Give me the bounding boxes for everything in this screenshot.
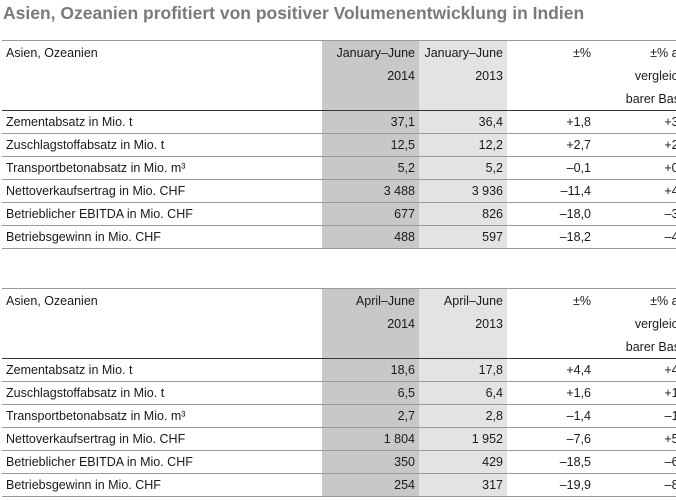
current-value: 350 [322, 450, 419, 474]
row-label: Zementabsatz in Mio. t [2, 110, 322, 134]
change-pct-header: ±% [507, 288, 595, 312]
change-pct-value: +4,4 [507, 358, 595, 382]
previous-value: 36,4 [419, 110, 507, 134]
table-row: Betrieblicher EBITDA in Mio. CHF 350 429… [2, 450, 676, 474]
change-pct-value: –19,9 [507, 473, 595, 497]
previous-value: 597 [419, 225, 507, 249]
region-label: Asien, Ozeanien [2, 288, 322, 312]
quarter-table: Asien, Ozeanien April–June April–June ±%… [2, 288, 676, 497]
change-pct-value: +1,6 [507, 381, 595, 405]
current-value: 677 [322, 202, 419, 226]
comparable-value: +4,6 [595, 179, 676, 203]
table-header-row: Asien, Ozeanien April–June April–June ±%… [2, 288, 676, 312]
current-value: 254 [322, 473, 419, 497]
previous-value: 6,4 [419, 381, 507, 405]
previous-year-header: 2013 [419, 312, 507, 335]
change-pct-header: ±% [507, 40, 595, 64]
current-value: 37,1 [322, 110, 419, 134]
half-year-table: Asien, Ozeanien January–June January–Jun… [2, 40, 676, 249]
row-label: Zuschlagstoffabsatz in Mio. t [2, 381, 322, 405]
row-label: Zementabsatz in Mio. t [2, 358, 322, 382]
table-row: Nettoverkaufsertrag in Mio. CHF 1 804 1 … [2, 427, 676, 451]
comparable-value: +4,4 [595, 358, 676, 382]
current-period-header: April–June [322, 288, 419, 312]
previous-value: 3 936 [419, 179, 507, 203]
table-row: Nettoverkaufsertrag in Mio. CHF 3 488 3 … [2, 179, 676, 203]
row-label: Nettoverkaufsertrag in Mio. CHF [2, 427, 322, 451]
current-value: 488 [322, 225, 419, 249]
comparable-value: –8,0 [595, 473, 676, 497]
current-value: 2,7 [322, 404, 419, 428]
change-pct-value: –18,5 [507, 450, 595, 474]
comparable-value: +2,7 [595, 133, 676, 157]
table-header-row: Asien, Ozeanien January–June January–Jun… [2, 40, 676, 64]
previous-value: 317 [419, 473, 507, 497]
comparable-header: ±% auf [595, 40, 676, 64]
table-header-row: 2014 2013 vergleich- [2, 64, 676, 87]
comparable-header: vergleich- [634, 68, 676, 83]
comparable-header: barer Basis [625, 339, 676, 354]
comparable-value: –6,6 [595, 450, 676, 474]
change-pct-value: –1,4 [507, 404, 595, 428]
current-value: 3 488 [322, 179, 419, 203]
comparable-header: ±% auf [595, 288, 676, 312]
table-row: Zementabsatz in Mio. t 18,6 17,8 +4,4 +4… [2, 358, 676, 382]
comparable-header: barer Basis [625, 91, 676, 106]
change-pct-value: –18,0 [507, 202, 595, 226]
previous-value: 12,2 [419, 133, 507, 157]
row-label: Betriebsgewinn in Mio. CHF [2, 473, 322, 497]
current-year-header: 2014 [322, 312, 419, 335]
previous-value: 17,8 [419, 358, 507, 382]
current-value: 5,2 [322, 156, 419, 180]
comparable-value: –4,0 [595, 225, 676, 249]
row-label: Betrieblicher EBITDA in Mio. CHF [2, 450, 322, 474]
previous-value: 2,8 [419, 404, 507, 428]
current-year-header: 2014 [322, 64, 419, 87]
table-row: Transportbetonabsatz in Mio. m³ 5,2 5,2 … [2, 156, 676, 180]
row-label: Transportbetonabsatz in Mio. m³ [2, 156, 322, 180]
comparable-value: +3,0 [595, 110, 676, 134]
row-label: Zuschlagstoffabsatz in Mio. t [2, 133, 322, 157]
comparable-value: +0,4 [595, 156, 676, 180]
table-header-row: barer Basis [2, 87, 676, 111]
previous-value: 429 [419, 450, 507, 474]
change-pct-value: –7,6 [507, 427, 595, 451]
change-pct-value: +1,8 [507, 110, 595, 134]
current-value: 12,5 [322, 133, 419, 157]
row-label: Nettoverkaufsertrag in Mio. CHF [2, 179, 322, 203]
change-pct-value: –18,2 [507, 225, 595, 249]
region-label: Asien, Ozeanien [2, 40, 322, 64]
previous-year-header: 2013 [419, 64, 507, 87]
table-row: Zuschlagstoffabsatz in Mio. t 12,5 12,2 … [2, 133, 676, 157]
previous-value: 826 [419, 202, 507, 226]
previous-period-header: January–June [419, 40, 507, 64]
table-row: Betriebsgewinn in Mio. CHF 488 597 –18,2… [2, 225, 676, 249]
previous-value: 5,2 [419, 156, 507, 180]
current-value: 1 804 [322, 427, 419, 451]
table-row: Betrieblicher EBITDA in Mio. CHF 677 826… [2, 202, 676, 226]
comparable-value: +5,2 [595, 427, 676, 451]
previous-period-header: April–June [419, 288, 507, 312]
current-value: 18,6 [322, 358, 419, 382]
table-row: Zementabsatz in Mio. t 37,1 36,4 +1,8 +3… [2, 110, 676, 134]
row-label: Betrieblicher EBITDA in Mio. CHF [2, 202, 322, 226]
change-pct-value: –11,4 [507, 179, 595, 203]
current-value: 6,5 [322, 381, 419, 405]
page-title: Asien, Ozeanien profitiert von positiver… [3, 3, 585, 23]
row-label: Transportbetonabsatz in Mio. m³ [2, 404, 322, 428]
table-row: Zuschlagstoffabsatz in Mio. t 6,5 6,4 +1… [2, 381, 676, 405]
comparable-header: vergleich- [634, 316, 676, 331]
table-header-row: barer Basis [2, 335, 676, 359]
change-pct-value: +2,7 [507, 133, 595, 157]
table-row: Transportbetonabsatz in Mio. m³ 2,7 2,8 … [2, 404, 676, 428]
change-pct-value: –0,1 [507, 156, 595, 180]
comparable-value: +1,6 [595, 381, 676, 405]
table-row: Betriebsgewinn in Mio. CHF 254 317 –19,9… [2, 473, 676, 497]
current-period-header: January–June [322, 40, 419, 64]
comparable-value: –1,4 [595, 404, 676, 428]
previous-value: 1 952 [419, 427, 507, 451]
row-label: Betriebsgewinn in Mio. CHF [2, 225, 322, 249]
comparable-value: –3,3 [595, 202, 676, 226]
table-header-row: 2014 2013 vergleich- [2, 312, 676, 335]
